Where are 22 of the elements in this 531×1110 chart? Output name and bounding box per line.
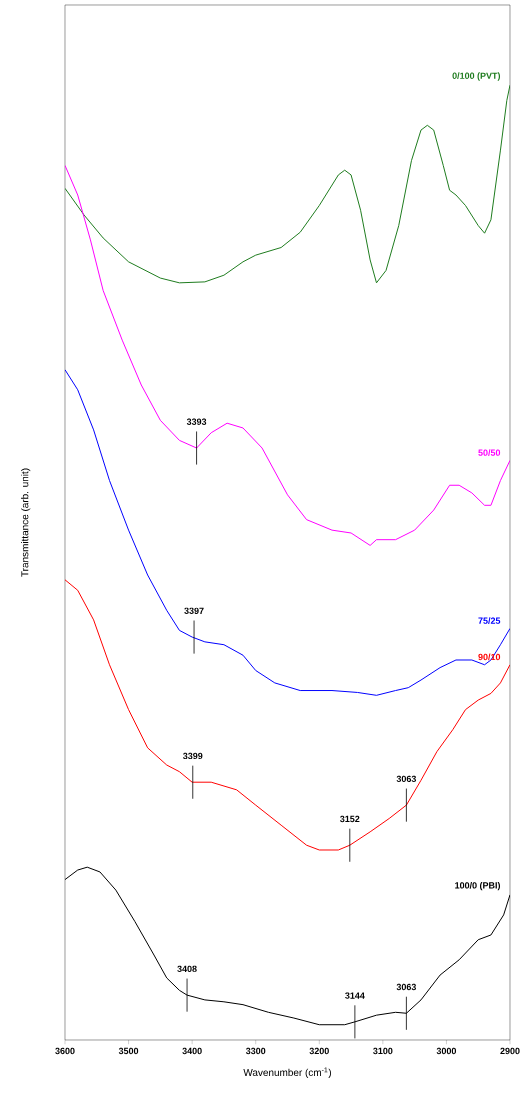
y-axis-title: Transmittance (arb. unit) bbox=[21, 468, 31, 577]
x-tick-label: 3000 bbox=[436, 1047, 457, 1055]
annotation: 3144 bbox=[345, 992, 365, 999]
x-tick-label: 3200 bbox=[309, 1047, 329, 1055]
annotation: 3399 bbox=[183, 752, 203, 760]
x-tick-label: 3600 bbox=[55, 1047, 75, 1055]
series-label: 50/50 bbox=[478, 449, 501, 456]
annotation: 3393 bbox=[186, 418, 207, 425]
annotation: 3397 bbox=[184, 607, 204, 614]
x-tick-label: 2900 bbox=[500, 1047, 520, 1055]
annotation: 3063 bbox=[396, 775, 417, 783]
series-label: 100/0 (PBI) bbox=[455, 881, 501, 891]
x-tick-label: 3500 bbox=[118, 1047, 139, 1055]
x-tick-label: 3100 bbox=[373, 1047, 393, 1055]
x-tick-label: 3400 bbox=[182, 1047, 202, 1055]
x-axis-title: Wavenumber (cm$^{-1}$) bbox=[243, 1067, 332, 1078]
annotation: 3152 bbox=[340, 815, 360, 823]
x-tick-label: 3300 bbox=[245, 1047, 266, 1055]
series-label: 75/25 bbox=[478, 617, 501, 624]
annotation: 3063 bbox=[396, 983, 417, 991]
series-label: 0/100 (PVT) bbox=[452, 72, 501, 81]
annotation: 3408 bbox=[177, 965, 197, 973]
